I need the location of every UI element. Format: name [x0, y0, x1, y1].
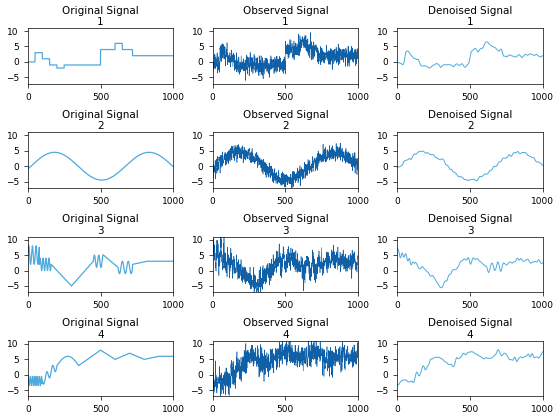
Title: Original Signal
4: Original Signal 4	[62, 318, 139, 340]
Title: Original Signal
1: Original Signal 1	[62, 5, 139, 27]
Title: Denoised Signal
2: Denoised Signal 2	[428, 110, 512, 131]
Title: Original Signal
3: Original Signal 3	[62, 214, 139, 236]
Title: Observed Signal
4: Observed Signal 4	[242, 318, 328, 340]
Title: Observed Signal
2: Observed Signal 2	[242, 110, 328, 131]
Title: Observed Signal
3: Observed Signal 3	[242, 214, 328, 236]
Title: Denoised Signal
4: Denoised Signal 4	[428, 318, 512, 340]
Title: Denoised Signal
1: Denoised Signal 1	[428, 5, 512, 27]
Title: Observed Signal
1: Observed Signal 1	[242, 5, 328, 27]
Title: Denoised Signal
3: Denoised Signal 3	[428, 214, 512, 236]
Title: Original Signal
2: Original Signal 2	[62, 110, 139, 131]
